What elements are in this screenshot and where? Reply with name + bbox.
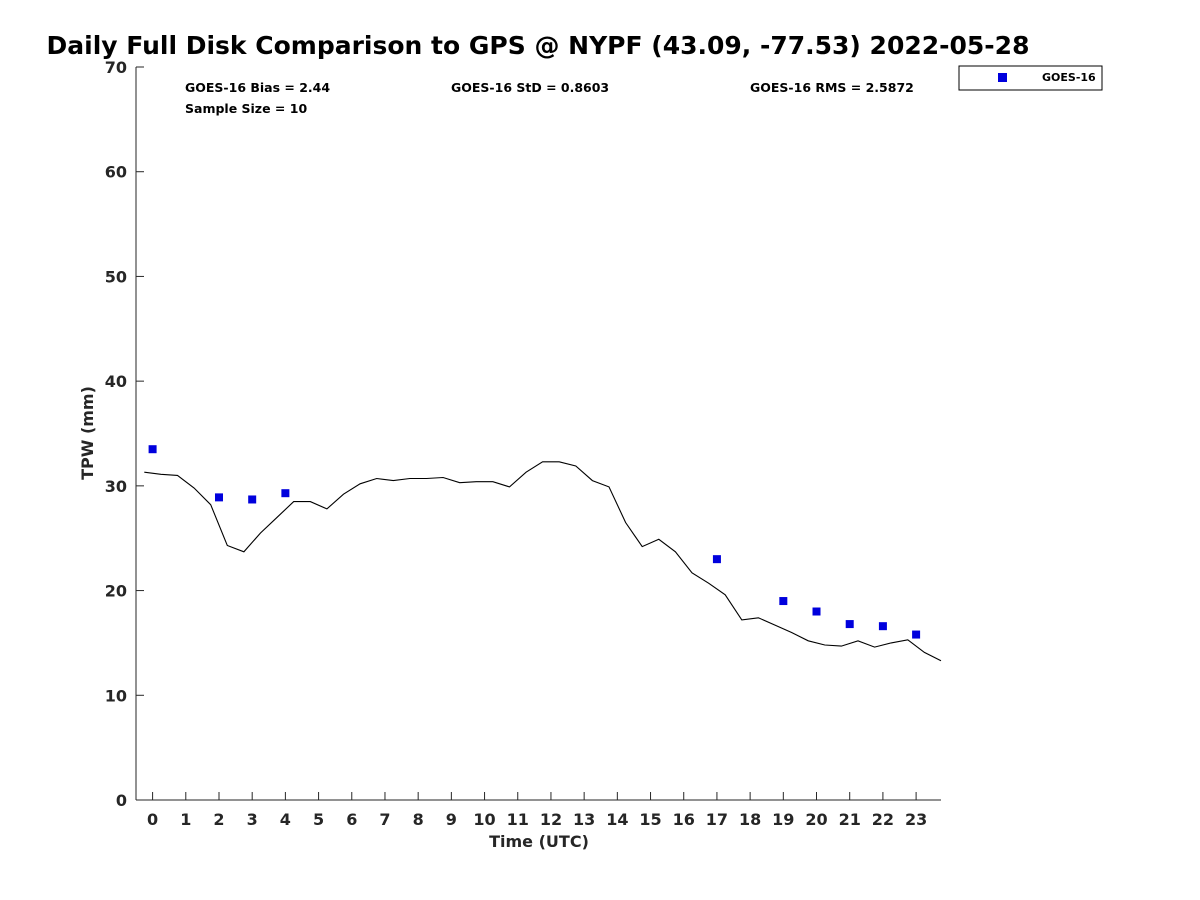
goes-16-point-6: [812, 607, 821, 616]
goes-16-point-7: [845, 620, 854, 629]
x-tick-label-9: 9: [446, 810, 457, 829]
std-stat: GOES-16 StD = 0.8603: [451, 80, 609, 95]
goes-16-point-9: [912, 630, 921, 639]
x-tick-label-3: 3: [247, 810, 258, 829]
x-tick-label-21: 21: [839, 810, 861, 829]
x-tick-label-8: 8: [413, 810, 424, 829]
x-tick-label-0: 0: [147, 810, 158, 829]
goes-16-point-0: [148, 445, 157, 454]
x-tick-label-5: 5: [313, 810, 324, 829]
y-tick-label-20: 20: [105, 582, 127, 601]
legend: GOES-16: [958, 65, 1103, 91]
x-tick-label-23: 23: [905, 810, 927, 829]
bias-stat: GOES-16 Bias = 2.44: [185, 80, 330, 95]
goes-16-point-8: [878, 622, 887, 631]
goes-16-point-4: [712, 555, 721, 564]
sample-size-stat: Sample Size = 10: [185, 101, 307, 116]
y-tick-label-40: 40: [105, 372, 127, 391]
legend-box: [958, 65, 1103, 91]
x-tick-label-7: 7: [379, 810, 390, 829]
x-tick-label-2: 2: [213, 810, 224, 829]
y-tick-label-0: 0: [116, 791, 127, 810]
goes-16-point-5: [779, 597, 788, 606]
x-tick-label-12: 12: [540, 810, 562, 829]
x-tick-label-11: 11: [507, 810, 529, 829]
x-tick-label-17: 17: [706, 810, 728, 829]
goes-16-point-3: [281, 489, 290, 498]
gps-line: [144, 461, 942, 662]
x-tick-label-22: 22: [872, 810, 894, 829]
y-tick-label-10: 10: [105, 686, 127, 705]
x-axis-label: Time (UTC): [489, 832, 589, 851]
legend-label-goes-16: GOES-16: [1042, 71, 1096, 84]
x-tick-label-13: 13: [573, 810, 595, 829]
x-tick-label-1: 1: [180, 810, 191, 829]
y-tick-label-30: 30: [105, 477, 127, 496]
y-axis-label: TPW (mm): [78, 386, 97, 480]
y-tick-label-60: 60: [105, 163, 127, 182]
x-tick-label-4: 4: [280, 810, 291, 829]
x-tick-label-20: 20: [805, 810, 827, 829]
goes-16-point-2: [248, 495, 257, 504]
chart-title: Daily Full Disk Comparison to GPS @ NYPF…: [47, 31, 1030, 60]
rms-stat: GOES-16 RMS = 2.5872: [750, 80, 914, 95]
legend-marker-goes-16: [998, 73, 1007, 82]
y-tick-label-70: 70: [105, 58, 127, 77]
goes-16-point-1: [214, 493, 223, 502]
y-tick-label-50: 50: [105, 267, 127, 286]
x-tick-label-14: 14: [606, 810, 628, 829]
x-tick-label-16: 16: [673, 810, 695, 829]
x-tick-label-19: 19: [772, 810, 794, 829]
x-tick-label-18: 18: [739, 810, 761, 829]
x-tick-label-6: 6: [346, 810, 357, 829]
x-tick-label-10: 10: [473, 810, 495, 829]
x-tick-label-15: 15: [639, 810, 661, 829]
